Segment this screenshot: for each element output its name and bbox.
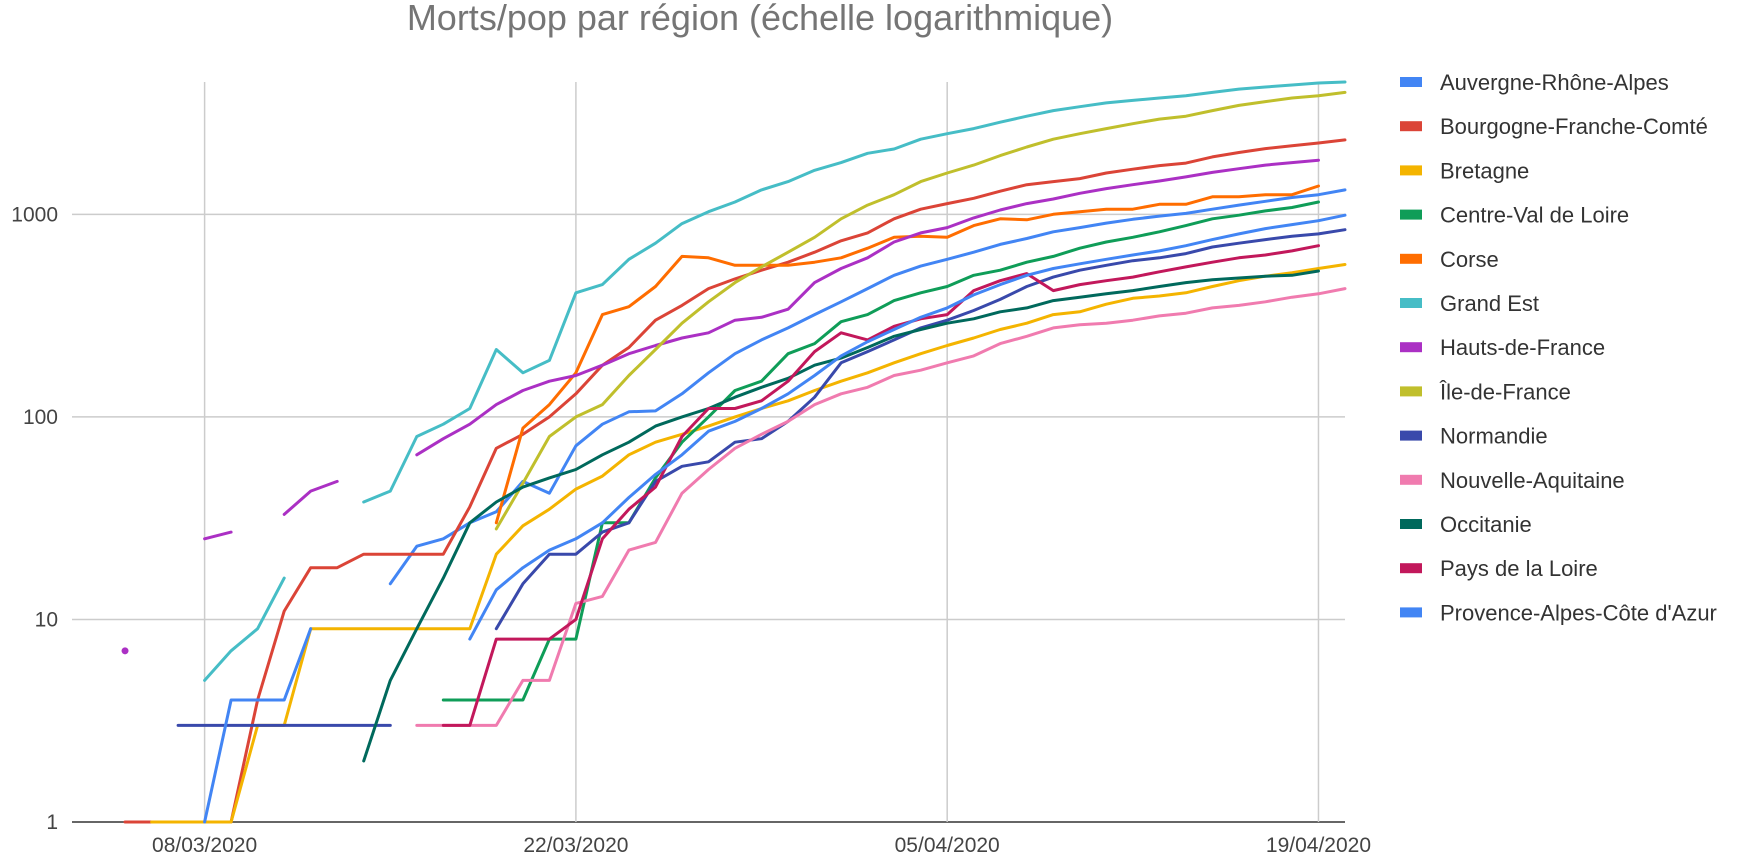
series-line	[123, 138, 1347, 824]
series-line	[415, 158, 1320, 457]
legend-item[interactable]: Pays de la Loire	[1400, 556, 1598, 581]
y-tick-label: 1	[46, 811, 58, 834]
legend-swatch	[1400, 519, 1422, 529]
series-pays-de-la-loire	[441, 244, 1320, 727]
x-tick-label: 19/04/2020	[1266, 834, 1371, 856]
legend-label: Normandie	[1440, 424, 1548, 449]
series-hauts-de-france	[121, 158, 1320, 655]
legend-swatch	[1400, 607, 1422, 618]
legend-label: Bourgogne-Franche-Comté	[1440, 114, 1708, 139]
legend-item[interactable]: Normandie	[1400, 424, 1548, 449]
legend-label: Auvergne-Rhône-Alpes	[1440, 70, 1669, 95]
legend-item[interactable]: Île-de-France	[1400, 379, 1571, 404]
legend-swatch	[1400, 342, 1422, 353]
series-line	[282, 479, 339, 516]
series-line	[203, 627, 313, 824]
series-bretagne	[150, 263, 1347, 824]
legend-item[interactable]: Provence-Alpes-Côte d'Azur	[1400, 600, 1717, 625]
series-occitanie	[362, 269, 1320, 763]
legend-label: Pays de la Loire	[1440, 556, 1598, 581]
series-layer	[121, 80, 1347, 824]
series-auvergne-rhone-alpes	[388, 188, 1347, 586]
x-tick-label: 08/03/2020	[152, 834, 257, 856]
legend-item[interactable]: Corse	[1400, 247, 1499, 272]
x-tick-label: 22/03/2020	[523, 834, 628, 856]
legend-label: Bretagne	[1440, 158, 1529, 183]
series-ile-de-france	[494, 90, 1347, 531]
legend-item[interactable]: Centre-Val de Loire	[1400, 203, 1629, 228]
legend-item[interactable]: Nouvelle-Aquitaine	[1400, 468, 1625, 493]
series-line	[362, 80, 1347, 504]
series-line	[494, 90, 1347, 531]
legend-label: Île-de-France	[1439, 379, 1571, 404]
legend-label: Occitanie	[1440, 512, 1532, 537]
y-tick-label: 100	[23, 406, 58, 429]
series-provence-alpes-cote-d-azur	[203, 213, 1347, 824]
y-tick-label: 1000	[11, 203, 58, 226]
series-nouvelle-aquitaine	[415, 287, 1347, 727]
legend-label: Corse	[1440, 247, 1499, 272]
legend-swatch	[1400, 77, 1422, 87]
legend-swatch	[1400, 165, 1422, 176]
legend-label: Hauts-de-France	[1440, 335, 1605, 360]
series-line	[468, 213, 1347, 641]
legend-swatch	[1400, 430, 1422, 441]
legend-label: Centre-Val de Loire	[1440, 203, 1629, 228]
series-line	[415, 287, 1347, 727]
legend-label: Provence-Alpes-Côte d'Azur	[1440, 600, 1717, 625]
series-bourgogne-franche-comte	[123, 138, 1347, 824]
series-line	[388, 188, 1347, 586]
tick-layer: 1 10 100 1000 08/03/2020 22/03/2020 05/04/2020…	[11, 203, 1371, 856]
legend-swatch	[1400, 253, 1422, 264]
y-tick-label: 10	[35, 608, 58, 631]
grid-layer	[72, 82, 1345, 823]
legend-swatch	[1400, 474, 1422, 485]
legend: Auvergne-Rhône-Alpes Bourgogne-Franche-Co…	[1400, 70, 1717, 625]
legend-item[interactable]: Hauts-de-France	[1400, 335, 1605, 360]
series-line	[203, 576, 286, 682]
legend-swatch	[1400, 386, 1422, 397]
legend-item[interactable]: Bourgogne-Franche-Comté	[1400, 114, 1708, 139]
legend-swatch	[1400, 209, 1422, 220]
legend-label: Grand Est	[1440, 291, 1539, 316]
chart-title: Morts/pop par région (échelle logarithmi…	[407, 0, 1113, 38]
legend-item[interactable]: Grand Est	[1400, 291, 1539, 316]
series-line	[494, 228, 1347, 631]
series-line	[441, 244, 1320, 727]
legend-item[interactable]: Occitanie	[1400, 512, 1532, 537]
legend-item[interactable]: Bretagne	[1400, 158, 1529, 183]
legend-swatch	[1400, 298, 1422, 308]
series-line	[150, 263, 1347, 824]
legend-label: Nouvelle-Aquitaine	[1440, 468, 1625, 493]
series-grand-est	[203, 80, 1347, 682]
series-line	[362, 269, 1320, 763]
series-normandie	[176, 228, 1347, 727]
series-line	[203, 530, 233, 541]
data-point	[121, 647, 129, 655]
x-tick-label: 05/04/2020	[895, 834, 1000, 856]
legend-swatch	[1400, 563, 1422, 574]
legend-item[interactable]: Auvergne-Rhône-Alpes	[1400, 70, 1669, 95]
legend-swatch	[1400, 121, 1422, 132]
